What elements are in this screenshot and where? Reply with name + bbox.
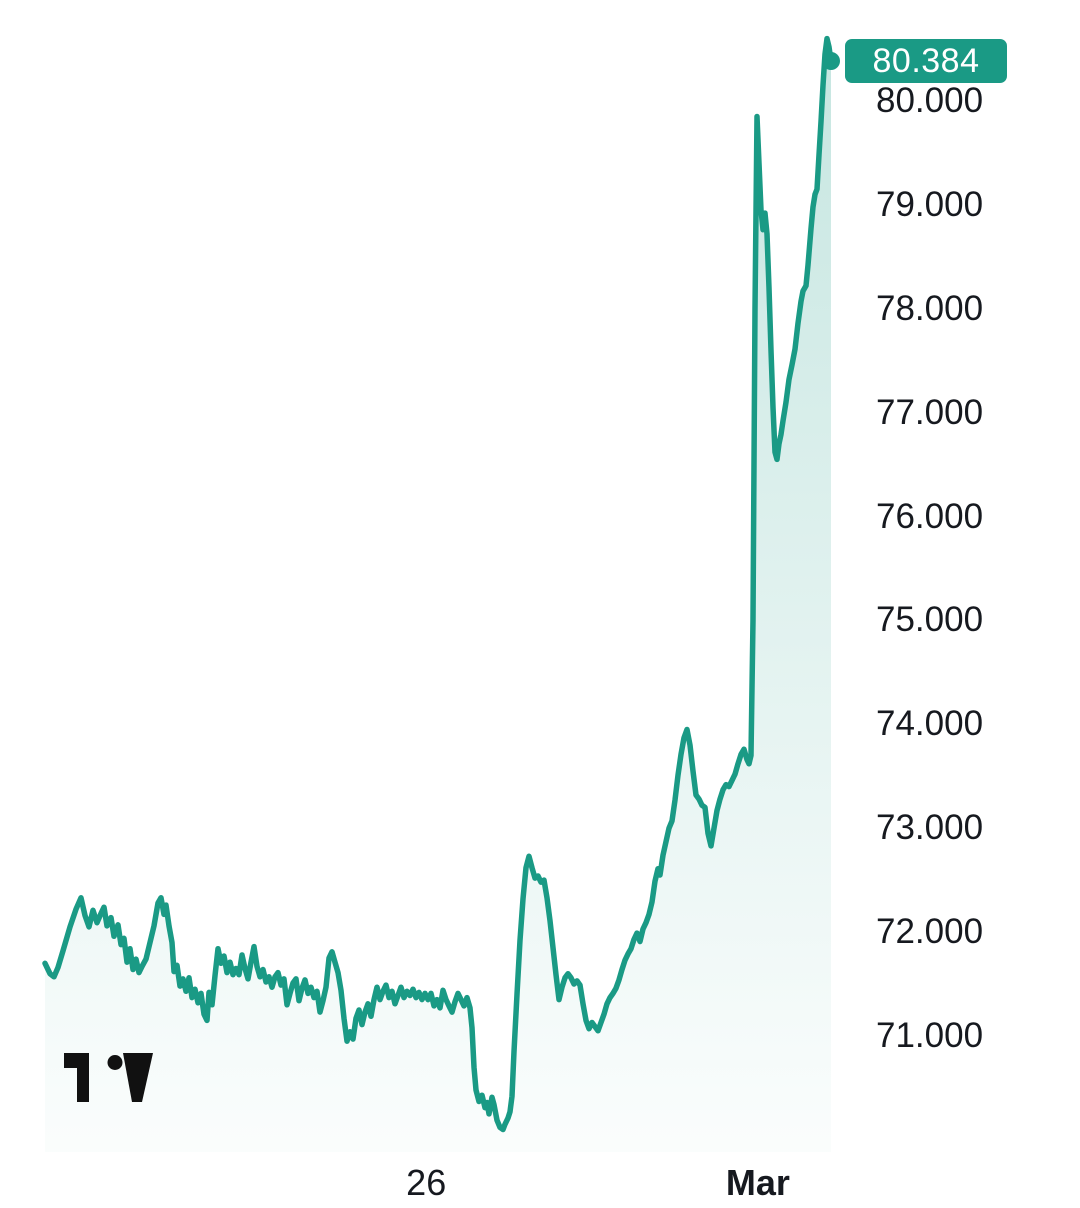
x-axis-label: Mar bbox=[725, 1162, 790, 1203]
y-axis-label: 79.000 bbox=[876, 184, 984, 224]
y-axis-label: 74.000 bbox=[876, 704, 984, 744]
y-axis-label: 77.000 bbox=[876, 392, 984, 432]
last-price-dot bbox=[822, 52, 840, 71]
area-fill bbox=[45, 38, 831, 1153]
y-axis-label: 76.000 bbox=[876, 496, 984, 536]
x-axis-label: 26 bbox=[406, 1162, 447, 1203]
y-axis-label: 75.000 bbox=[876, 600, 984, 640]
tradingview-logo-icon[interactable] bbox=[64, 1053, 154, 1102]
last-price-badge: 80.384 bbox=[845, 39, 1007, 83]
y-axis-label: 73.000 bbox=[876, 808, 984, 848]
y-axis-label: 78.000 bbox=[876, 288, 984, 328]
price-line bbox=[42, 35, 834, 1133]
y-axis-label: 71.000 bbox=[876, 1016, 984, 1055]
y-axis-label: 72.000 bbox=[876, 912, 984, 952]
y-axis-label: 80.000 bbox=[876, 80, 984, 120]
